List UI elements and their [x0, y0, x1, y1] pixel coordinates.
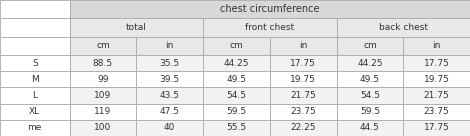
- Text: 119: 119: [94, 107, 111, 116]
- Bar: [70, 55, 136, 71]
- Text: 99: 99: [97, 75, 109, 84]
- Text: 49.5: 49.5: [227, 75, 246, 84]
- Bar: [70, 37, 136, 55]
- Text: 44.5: 44.5: [360, 123, 380, 132]
- Bar: [337, 120, 403, 136]
- Bar: [136, 120, 203, 136]
- Bar: [70, 87, 136, 104]
- Bar: [403, 37, 470, 55]
- Text: 44.25: 44.25: [357, 59, 383, 68]
- Bar: [270, 120, 337, 136]
- Bar: [270, 55, 337, 71]
- Text: L: L: [32, 91, 37, 100]
- Bar: [203, 120, 270, 136]
- Text: 17.75: 17.75: [423, 123, 450, 132]
- Bar: [403, 120, 470, 136]
- Text: 55.5: 55.5: [227, 123, 246, 132]
- Text: 44.25: 44.25: [224, 59, 249, 68]
- Bar: [0, 37, 70, 55]
- Text: 19.75: 19.75: [290, 75, 316, 84]
- Text: M: M: [31, 75, 39, 84]
- Text: 17.75: 17.75: [290, 59, 316, 68]
- Text: 17.75: 17.75: [423, 59, 450, 68]
- Text: 19.75: 19.75: [423, 75, 450, 84]
- Text: 40: 40: [164, 123, 175, 132]
- Bar: [403, 55, 470, 71]
- Bar: [337, 18, 470, 37]
- Bar: [0, 55, 70, 71]
- Bar: [0, 87, 70, 104]
- Bar: [136, 104, 203, 120]
- Bar: [0, 104, 70, 120]
- Bar: [70, 71, 136, 87]
- Text: 49.5: 49.5: [360, 75, 380, 84]
- Text: 47.5: 47.5: [160, 107, 180, 116]
- Text: in: in: [432, 41, 441, 50]
- Text: 59.5: 59.5: [227, 107, 246, 116]
- Text: XL: XL: [29, 107, 40, 116]
- Bar: [70, 0, 470, 18]
- Bar: [136, 55, 203, 71]
- Bar: [270, 104, 337, 120]
- Bar: [403, 71, 470, 87]
- Bar: [270, 87, 337, 104]
- Text: 109: 109: [94, 91, 111, 100]
- Text: 21.75: 21.75: [424, 91, 449, 100]
- Text: 100: 100: [94, 123, 111, 132]
- Bar: [270, 71, 337, 87]
- Text: 88.5: 88.5: [93, 59, 113, 68]
- Text: front chest: front chest: [245, 23, 294, 32]
- Text: chest circumference: chest circumference: [220, 4, 320, 14]
- Bar: [136, 71, 203, 87]
- Bar: [203, 55, 270, 71]
- Text: 35.5: 35.5: [160, 59, 180, 68]
- Bar: [0, 120, 70, 136]
- Bar: [203, 37, 270, 55]
- Bar: [203, 87, 270, 104]
- Bar: [136, 37, 203, 55]
- Bar: [70, 104, 136, 120]
- Text: total: total: [126, 23, 147, 32]
- Text: 59.5: 59.5: [360, 107, 380, 116]
- Bar: [203, 18, 337, 37]
- Bar: [203, 104, 270, 120]
- Bar: [403, 87, 470, 104]
- Text: S: S: [32, 59, 38, 68]
- Bar: [270, 37, 337, 55]
- Text: cm: cm: [363, 41, 377, 50]
- Text: 39.5: 39.5: [160, 75, 180, 84]
- Bar: [337, 55, 403, 71]
- Text: in: in: [165, 41, 174, 50]
- Bar: [70, 18, 203, 37]
- Bar: [0, 18, 70, 37]
- Text: 23.75: 23.75: [290, 107, 316, 116]
- Bar: [337, 87, 403, 104]
- Text: 54.5: 54.5: [360, 91, 380, 100]
- Text: in: in: [299, 41, 307, 50]
- Bar: [0, 71, 70, 87]
- Bar: [337, 37, 403, 55]
- Text: 21.75: 21.75: [290, 91, 316, 100]
- Text: 22.25: 22.25: [290, 123, 316, 132]
- Bar: [70, 120, 136, 136]
- Text: cm: cm: [96, 41, 110, 50]
- Bar: [203, 71, 270, 87]
- Bar: [337, 104, 403, 120]
- Bar: [136, 87, 203, 104]
- Text: back chest: back chest: [379, 23, 428, 32]
- Bar: [337, 71, 403, 87]
- Text: me: me: [28, 123, 42, 132]
- Text: cm: cm: [229, 41, 243, 50]
- Bar: [0, 0, 70, 18]
- Text: 23.75: 23.75: [424, 107, 449, 116]
- Text: 54.5: 54.5: [227, 91, 246, 100]
- Text: 43.5: 43.5: [160, 91, 180, 100]
- Bar: [403, 104, 470, 120]
